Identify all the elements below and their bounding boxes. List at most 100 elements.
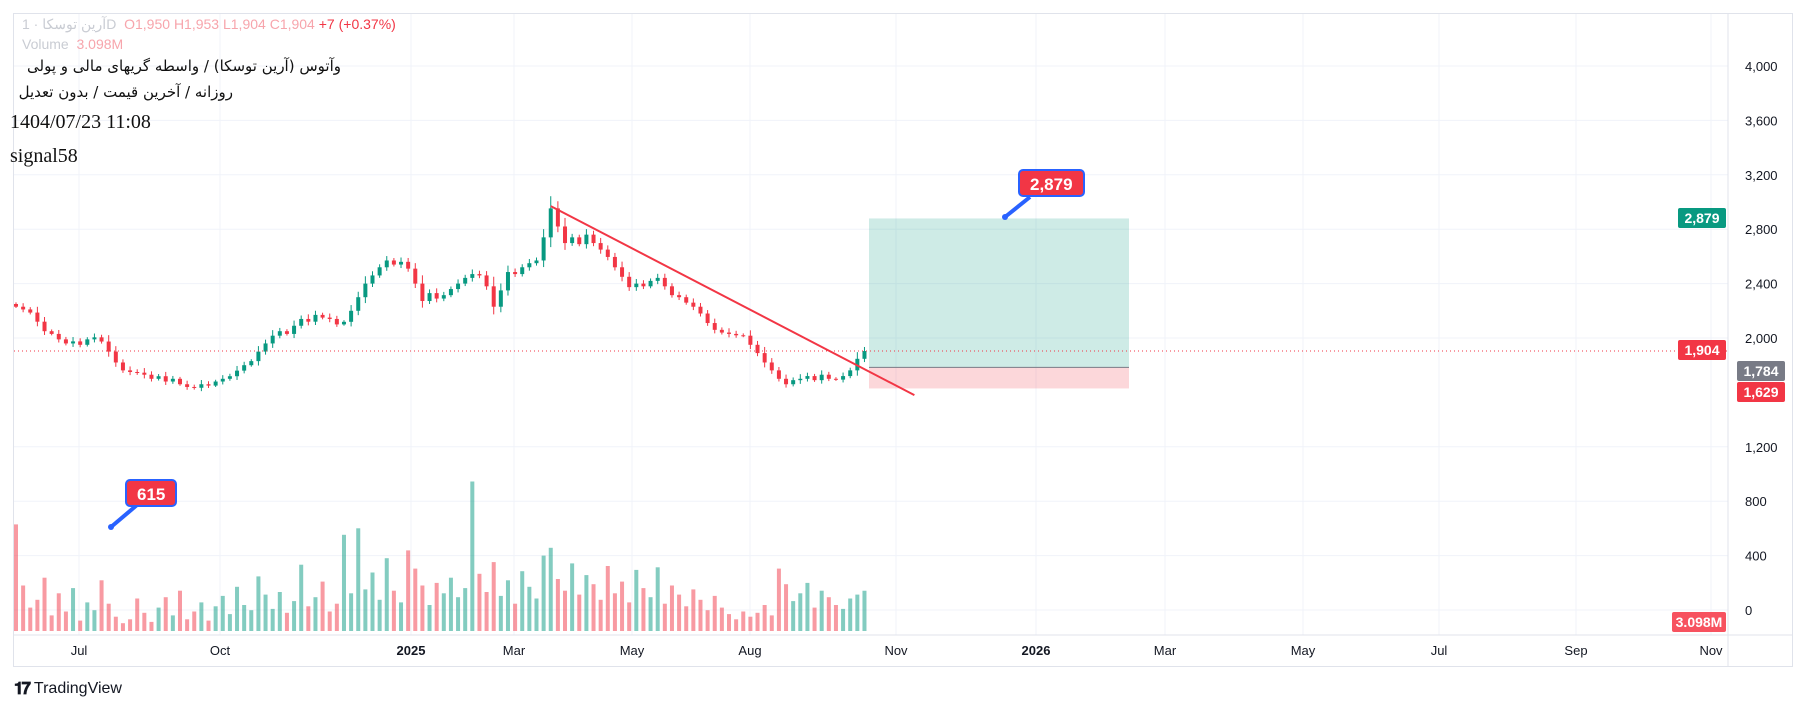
legend-symbol: آرین توسکا · 1D: [22, 16, 117, 32]
candle-body: [762, 353, 767, 363]
x-tick-label: 2025: [397, 643, 426, 658]
grid: [14, 14, 1728, 635]
candle-body: [21, 306, 26, 310]
candle-body: [206, 384, 211, 386]
candle-body: [71, 341, 76, 344]
volume-bar: [862, 590, 867, 631]
volume-bar: [63, 611, 68, 631]
candle-body: [256, 351, 261, 362]
symbol-title: وآتوس (آرین توسکا) / واسطه گریهای مالی و…: [27, 57, 341, 75]
candle-body: [349, 310, 354, 322]
volume-bar: [734, 619, 739, 631]
candle-body: [712, 323, 717, 330]
x-tick-label: Nov: [1699, 643, 1723, 658]
callout-volume[interactable]: 615: [125, 479, 178, 507]
candle-body: [106, 341, 111, 352]
candle-body: [42, 321, 47, 332]
volume-bar: [284, 612, 289, 631]
volume-bar: [21, 585, 26, 631]
volume-bar: [541, 555, 546, 631]
footer-brand[interactable]: 𝟏𝟕 TradingView: [14, 679, 122, 699]
volume-bar: [791, 601, 796, 631]
x-tick-label: Jul: [71, 643, 88, 658]
volume-bar: [434, 582, 439, 631]
candle-body: [662, 277, 667, 287]
y-tick-label: 4,000: [1745, 59, 1778, 74]
volume-bar: [669, 585, 674, 631]
volume-bar: [620, 581, 625, 631]
legend-open: O1,950: [124, 16, 171, 32]
volume-bar: [199, 602, 204, 631]
candle-body: [862, 351, 867, 359]
volume-bar: [819, 590, 824, 631]
volume-bar: [420, 585, 425, 631]
volume-bar: [185, 619, 190, 631]
callout-target[interactable]: 2,879: [1018, 169, 1085, 197]
volume-bar: [149, 621, 154, 631]
candle-body: [812, 376, 817, 381]
candle-body: [577, 237, 582, 245]
volume-bar: [135, 598, 140, 631]
volume-legend: Volume 3.098M: [22, 36, 123, 53]
candle-body: [805, 376, 810, 379]
volume-bar: [577, 594, 582, 631]
volume-bar: [156, 607, 161, 631]
x-tick-label: 2026: [1022, 643, 1051, 658]
volume-bar: [605, 566, 610, 631]
candle-body: [605, 249, 610, 257]
candle-body: [848, 370, 853, 377]
candle-body: [470, 274, 475, 278]
candle-body: [505, 272, 510, 291]
candle-body: [156, 376, 161, 379]
volume-bar: [698, 599, 703, 631]
candle-body: [370, 275, 375, 284]
candle-body: [441, 295, 446, 299]
volume-bar: [784, 584, 789, 631]
candle-body: [277, 331, 282, 336]
volume-bar: [677, 594, 682, 631]
volume-bar: [498, 595, 503, 631]
volume-bar: [555, 579, 560, 631]
volume-bar: [85, 602, 90, 631]
volume-bar: [598, 599, 603, 631]
volume-bar: [705, 610, 710, 631]
candle-body: [391, 260, 396, 265]
volume-bar: [370, 572, 375, 631]
volume-bar: [634, 569, 639, 631]
candle-body: [78, 341, 83, 345]
volume-bar: [448, 577, 453, 631]
candle-body: [734, 333, 739, 336]
volume-bar: [570, 563, 575, 631]
ohlc-legend: آرین توسکا · 1D O1,950 H1,953 L1,904 C1,…: [22, 16, 396, 33]
candle-body: [584, 234, 589, 245]
volume-bar: [227, 614, 232, 631]
volume-bar: [334, 603, 339, 631]
volume-bar: [306, 606, 311, 631]
volume-bar: [855, 594, 860, 631]
volume-bar: [263, 594, 268, 631]
candle-body: [313, 314, 318, 322]
volume-bar: [491, 562, 496, 631]
candle-body: [213, 381, 218, 386]
volume-bar: [406, 550, 411, 631]
volume-bar: [513, 603, 518, 631]
volume-bar: [299, 564, 304, 631]
volume-bar: [833, 605, 838, 631]
candle-body: [641, 283, 646, 287]
x-tick-label: Sep: [1564, 643, 1587, 658]
candle-body: [484, 275, 489, 287]
candle-body: [698, 306, 703, 314]
volume-bar: [99, 580, 104, 631]
candle-body: [769, 362, 774, 371]
volume-bar: [548, 547, 553, 631]
candle-body: [28, 309, 33, 313]
volume-bar: [684, 606, 689, 631]
candle-body: [841, 376, 846, 380]
volume-bar: [249, 610, 254, 631]
candle-body: [263, 343, 268, 352]
volume-bar: [612, 593, 617, 631]
candle-body: [463, 277, 468, 284]
candle-body: [377, 267, 382, 276]
candle-body: [334, 318, 339, 325]
